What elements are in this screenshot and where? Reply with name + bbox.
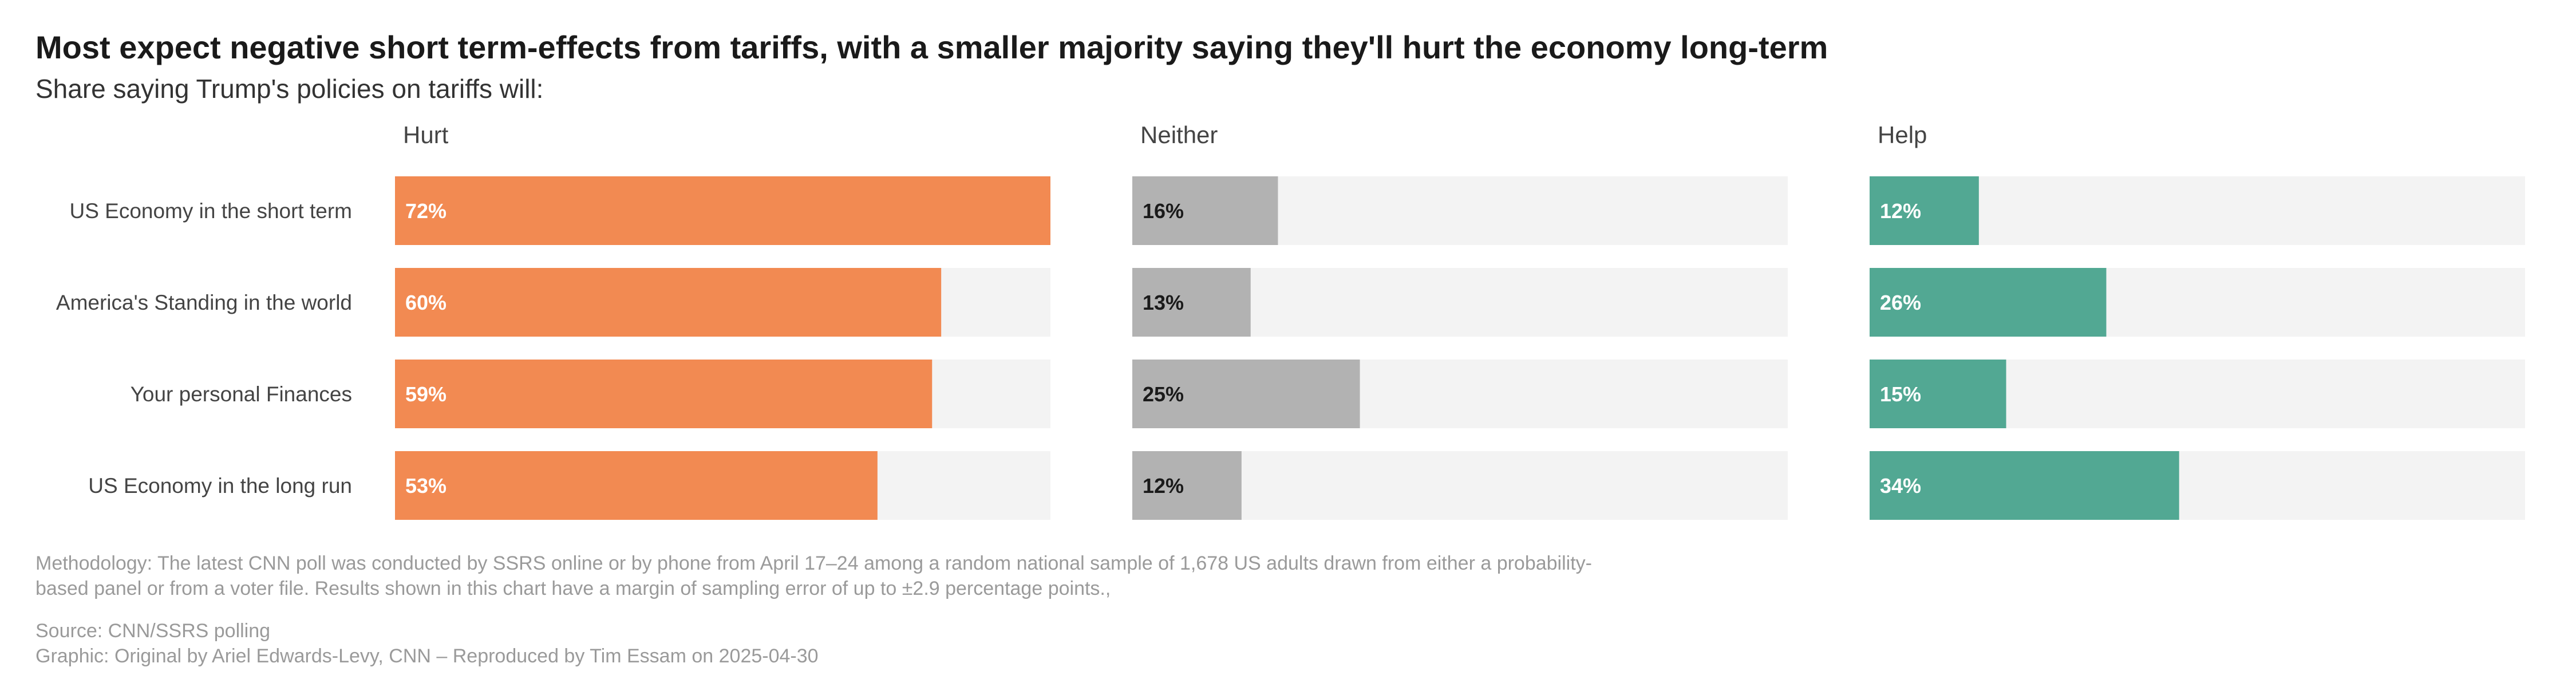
bar-help	[1870, 360, 2006, 428]
data-label: 59%	[405, 382, 447, 406]
panel-header-neither: Neither	[1140, 121, 1218, 148]
data-label: 60%	[405, 291, 447, 314]
methodology-note: Methodology: The latest CNN poll was con…	[35, 552, 1592, 599]
panel-header-hurt: Hurt	[403, 121, 449, 148]
chart-subtitle: Share saying Trump's policies on tariffs…	[35, 74, 544, 104]
data-label: 53%	[405, 474, 447, 498]
source-notes: Source: CNN/SSRS polling Graphic: Origin…	[35, 618, 819, 669]
bar-hurt	[395, 268, 942, 337]
chart-title: Most expect negative short term-effects …	[35, 29, 1828, 65]
data-label: 15%	[1880, 382, 1921, 406]
bar-help	[1870, 451, 2179, 520]
bar-neither	[1132, 451, 1242, 520]
panel-header-help: Help	[1878, 121, 1927, 148]
data-label: 25%	[1143, 382, 1184, 406]
bar-neither	[1132, 360, 1360, 428]
data-label: 34%	[1880, 474, 1921, 498]
data-label: 26%	[1880, 291, 1921, 314]
category-label: Your personal Finances	[131, 382, 352, 406]
category-label: America's Standing in the world	[56, 291, 352, 314]
bar-hurt	[395, 176, 1050, 245]
category-label: US Economy in the short term	[69, 199, 352, 223]
bar-neither	[1132, 176, 1278, 245]
graphic-credit-line: Graphic: Original by Ariel Edwards-Levy,…	[35, 645, 819, 667]
bar-help	[1870, 268, 2107, 337]
source-line: Source: CNN/SSRS polling	[35, 620, 271, 642]
data-label: 13%	[1143, 291, 1184, 314]
bar-neither	[1132, 268, 1251, 337]
data-label: 12%	[1880, 199, 1921, 223]
category-label: US Economy in the long run	[88, 474, 352, 498]
bar-hurt	[395, 360, 933, 428]
data-label: 12%	[1143, 474, 1184, 498]
bar-help	[1870, 176, 1979, 245]
data-label: 16%	[1143, 199, 1184, 223]
bar-hurt	[395, 451, 878, 520]
data-label: 72%	[405, 199, 447, 223]
